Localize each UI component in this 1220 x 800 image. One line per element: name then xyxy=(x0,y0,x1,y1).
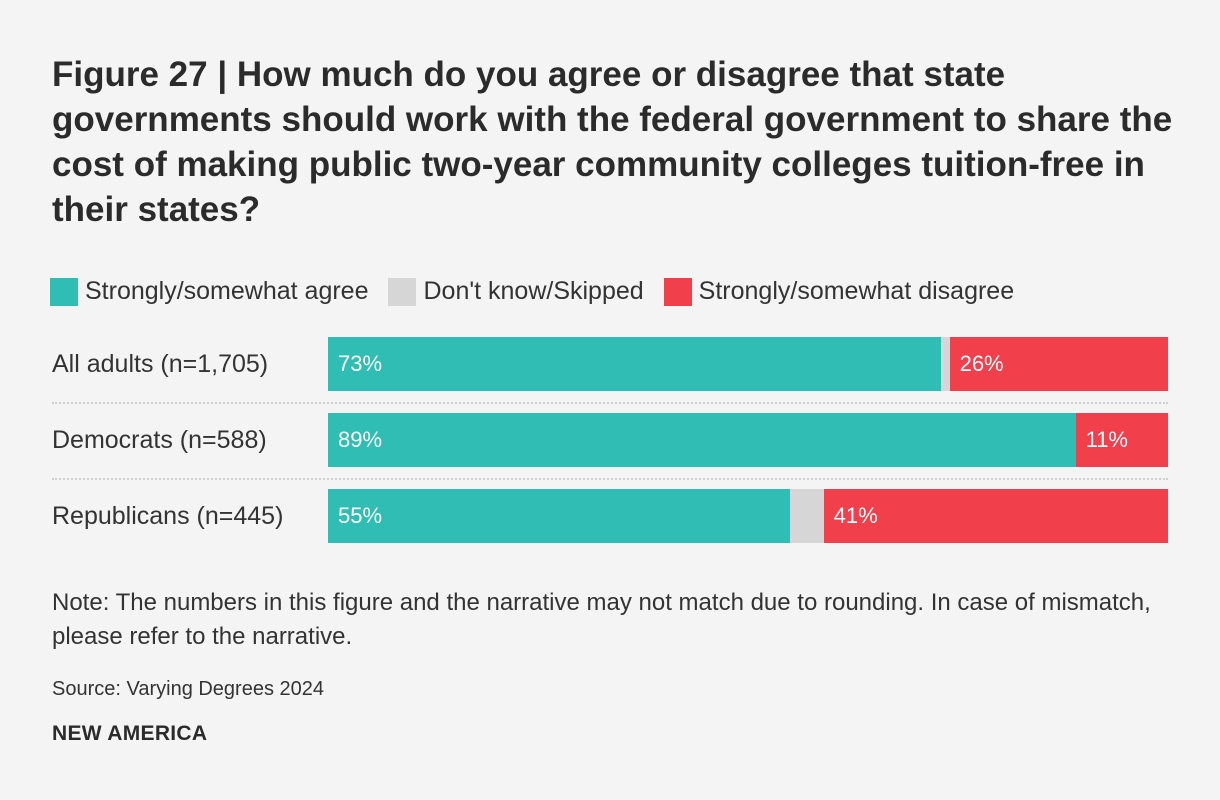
bar-segment-agree: 55% xyxy=(328,489,790,543)
bar-segment-agree: 73% xyxy=(328,337,942,391)
legend-label-agree: Strongly/somewhat agree xyxy=(85,277,369,305)
bar-row: 89% 11% xyxy=(328,413,1168,467)
bar-segment-disagree: 11% xyxy=(1075,413,1168,467)
bar-value-label: 11% xyxy=(1085,427,1128,452)
bar-value-label: 89% xyxy=(338,427,383,452)
chart-title: Figure 27 | How much do you agree or dis… xyxy=(52,55,1173,229)
chart-source: Source: Varying Degrees 2024 xyxy=(52,678,325,700)
legend-item-disagree: Strongly/somewhat disagree xyxy=(663,277,1015,306)
bar-segment-disagree: 26% xyxy=(949,337,1168,391)
row-divider xyxy=(52,478,1168,480)
legend-swatch-agree xyxy=(50,277,78,306)
legend-label-disagree: Strongly/somewhat disagree xyxy=(698,277,1015,305)
legend-swatch-disagree xyxy=(663,277,692,306)
bar-segment-dont-know xyxy=(941,337,950,391)
legend-label-dont-know: Don't know/Skipped xyxy=(423,277,644,305)
bar-value-label: 41% xyxy=(833,503,878,528)
bar-segment-agree: 89% xyxy=(328,413,1076,467)
bar-value-label: 55% xyxy=(338,503,383,528)
chart-note: Note: The numbers in this figure and the… xyxy=(52,589,1151,650)
row-divider xyxy=(52,402,1168,404)
legend-item-dont-know: Don't know/Skipped xyxy=(388,277,644,306)
bar-value-label: 73% xyxy=(338,351,383,376)
legend-swatch-dont-know xyxy=(388,277,417,306)
bar-row: 73% 26% xyxy=(328,337,1168,391)
row-label: Democrats (n=588) xyxy=(52,426,267,454)
row-label: Republicans (n=445) xyxy=(52,502,284,530)
legend-item-agree: Strongly/somewhat agree xyxy=(50,277,368,306)
legend: Strongly/somewhat agree Don't know/Skipp… xyxy=(50,277,1034,306)
row-label: All adults (n=1,705) xyxy=(52,350,269,378)
bar-value-label: 26% xyxy=(959,351,1004,376)
brand-wordmark: NEW AMERICA xyxy=(52,722,208,745)
bar-segment-disagree: 41% xyxy=(823,489,1168,543)
bar-row: 55% 41% xyxy=(328,489,1168,543)
bar-segment-dont-know xyxy=(790,489,824,543)
